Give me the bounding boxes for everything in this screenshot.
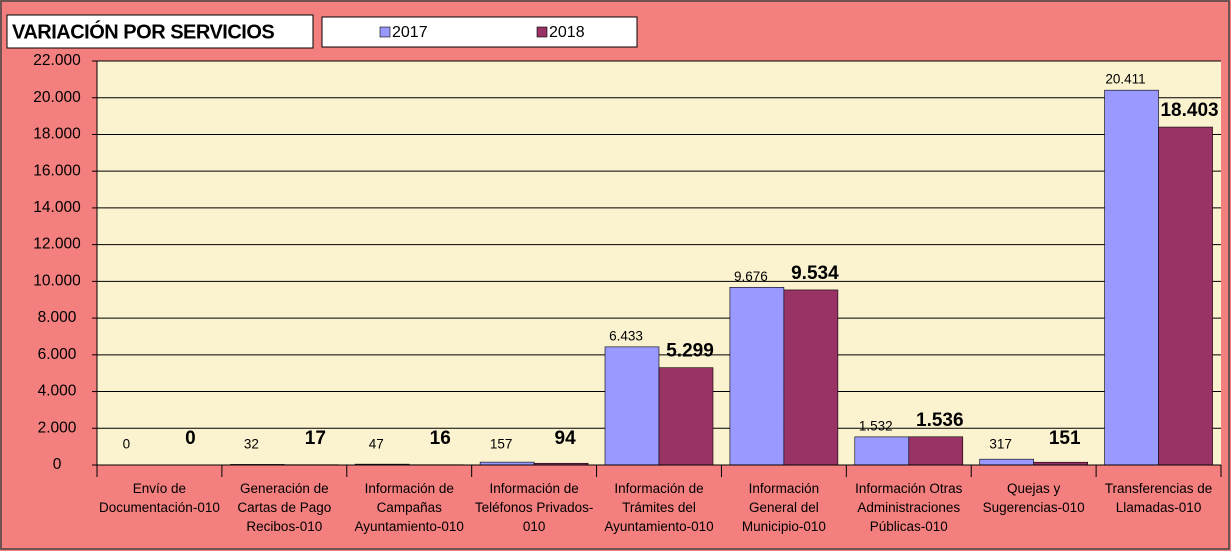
bar [1158, 126, 1213, 466]
y-tick-label: 18.000 [33, 126, 81, 143]
y-tick-label: 2.000 [38, 419, 77, 436]
legend-swatch [536, 26, 548, 38]
legend-label: 2018 [549, 24, 585, 41]
value-label: 9.534 [791, 263, 839, 284]
value-label: 20.411 [1105, 72, 1145, 87]
legend-box [321, 16, 638, 48]
x-tick-label: Información Otras Administraciones Públi… [855, 481, 963, 534]
value-label: 151 [1049, 428, 1081, 449]
y-tick-label: 22.000 [33, 52, 81, 69]
title-box [6, 14, 314, 49]
value-label: 157 [490, 437, 513, 452]
value-label: 18.403 [1160, 100, 1218, 121]
value-label: 17 [305, 428, 326, 449]
value-label: 47 [369, 437, 384, 452]
bar [1104, 89, 1159, 466]
bar [979, 458, 1034, 466]
value-label: 0 [185, 428, 196, 449]
value-label: 317 [989, 437, 1012, 452]
x-tick-label: Quejas y Sugerencias-010 [982, 481, 1085, 515]
value-label: 1.532 [859, 418, 893, 433]
bar [604, 346, 660, 466]
x-tick-label: Transferencias de Llamadas-010 [1104, 481, 1213, 515]
y-tick-label: 14.000 [33, 199, 81, 216]
x-tick-label: Información General del Municipio-010 [741, 481, 826, 534]
value-label: 16 [430, 428, 451, 449]
bar [729, 287, 785, 466]
x-tick-label: Información de Campañas Ayuntamiento-010 [354, 481, 464, 534]
y-tick-label: 4.000 [38, 383, 77, 400]
chart-title: VARIACIÓN POR SERVICIOS [12, 19, 274, 43]
value-label: 9.676 [734, 269, 768, 284]
y-tick-label: 10.000 [33, 272, 81, 289]
bar [908, 436, 964, 466]
x-tick-label: Información de Trámites del Ayuntamiento… [604, 481, 714, 534]
value-label: 1.536 [916, 410, 964, 431]
value-label: 5.299 [666, 341, 714, 362]
bar [854, 436, 910, 466]
value-label: 6.433 [609, 328, 643, 343]
value-label: 32 [244, 437, 259, 452]
y-tick-label: 16.000 [33, 162, 81, 179]
y-tick-label: 8.000 [38, 309, 77, 326]
y-tick-label: 6.000 [38, 346, 77, 363]
value-label: 94 [555, 428, 577, 449]
bar [783, 289, 839, 466]
y-tick-label: 20.000 [33, 89, 81, 106]
x-tick-label: Generación de Cartas de Pago Recibos-010 [237, 481, 332, 534]
y-tick-label: 0 [53, 456, 62, 473]
x-tick-label: Envío de Documentación-010 [99, 481, 220, 515]
y-tick-label: 12.000 [33, 236, 81, 253]
legend-label: 2017 [392, 24, 428, 41]
legend-swatch [379, 26, 391, 38]
x-tick-label: Información de Teléfonos Privados-010 [474, 481, 594, 534]
value-label: 0 [123, 437, 131, 452]
bar [658, 367, 714, 466]
